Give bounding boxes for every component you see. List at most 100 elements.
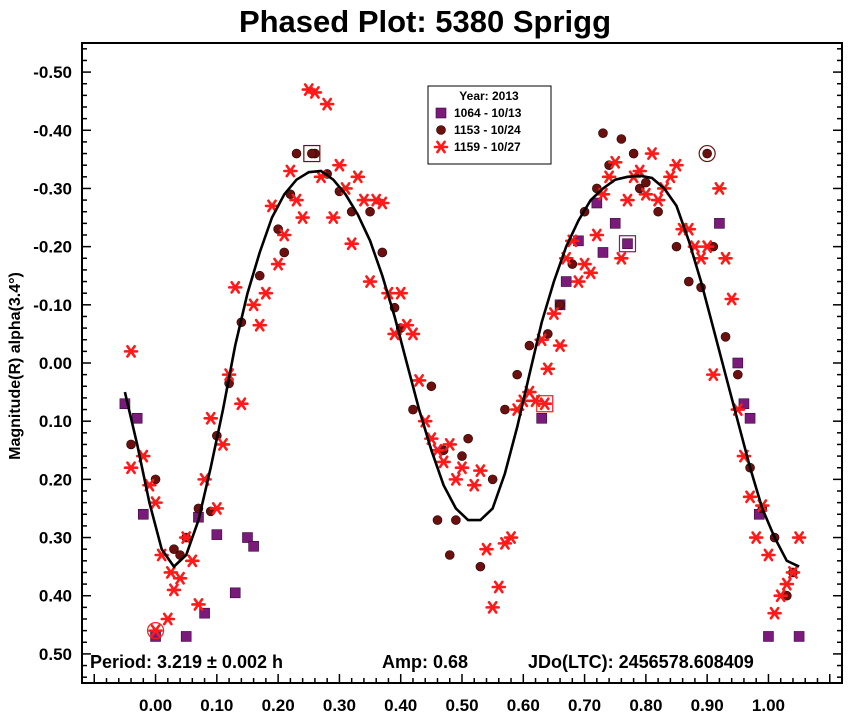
- legend-entry: 1064 - 10/13: [454, 106, 522, 120]
- data-point: [614, 251, 629, 265]
- data-point: [350, 170, 366, 184]
- data-point: [773, 589, 789, 603]
- x-tick-label: 0.10: [200, 696, 233, 715]
- x-tick-label: 0.30: [323, 696, 356, 715]
- data-point: [289, 193, 304, 207]
- data-point: [344, 237, 359, 251]
- data-point: [718, 251, 733, 265]
- data-point: [199, 607, 210, 619]
- data-point: [785, 566, 801, 579]
- data-point: [442, 438, 458, 451]
- data-point: [148, 624, 163, 638]
- data-point: [724, 292, 739, 306]
- data-point: [712, 182, 727, 195]
- data-point: [229, 587, 241, 599]
- legend-marker: [433, 140, 449, 154]
- amplitude-text: Amp: 0.68: [382, 652, 468, 672]
- series-square: [119, 197, 805, 642]
- y-tick-label: -0.40: [33, 121, 72, 140]
- data-point: [444, 550, 455, 560]
- data-point: [693, 251, 709, 265]
- data-point: [126, 439, 136, 450]
- data-point: [163, 566, 179, 579]
- data-point: [448, 472, 464, 486]
- y-tick-label: 0.50: [39, 645, 72, 664]
- data-point: [178, 531, 194, 544]
- data-point: [632, 164, 648, 178]
- data-point: [761, 548, 776, 562]
- data-point: [609, 218, 621, 229]
- data-point: [131, 412, 143, 424]
- data-point: [365, 206, 375, 217]
- data-point: [628, 148, 639, 159]
- series-asterisk: [123, 83, 807, 640]
- y-tick-label: 0.30: [39, 529, 72, 548]
- y-tick-label: -0.50: [33, 63, 72, 82]
- data-point: [583, 266, 599, 280]
- data-point: [432, 515, 443, 525]
- data-point: [779, 577, 795, 591]
- data-point: [307, 86, 323, 99]
- y-tick-label: -0.10: [33, 296, 72, 315]
- data-point: [264, 199, 280, 213]
- x-tick-label: 0.70: [568, 696, 601, 715]
- data-point: [479, 542, 494, 556]
- y-tick-label: -0.30: [33, 179, 72, 198]
- legend-box: [427, 85, 552, 165]
- y-tick-label: 0.40: [39, 587, 72, 606]
- data-point: [571, 275, 586, 288]
- x-tick-label: 0.80: [629, 696, 662, 715]
- data-point: [430, 443, 445, 457]
- data-point: [408, 404, 418, 415]
- x-tick-label: 0.90: [691, 696, 724, 715]
- data-point: [279, 247, 290, 258]
- data-point: [552, 339, 568, 352]
- data-point: [560, 276, 572, 287]
- data-point: [607, 155, 623, 169]
- data-point: [169, 544, 179, 554]
- x-tick-label: 0.20: [262, 696, 295, 715]
- data-point: [356, 193, 372, 207]
- data-point: [744, 412, 756, 424]
- data-point: [485, 600, 500, 614]
- highlight-circle: [146, 622, 165, 640]
- data-point: [454, 461, 470, 475]
- data-point: [524, 340, 535, 351]
- data-point: [767, 606, 782, 620]
- data-point: [537, 397, 553, 411]
- data-point: [622, 238, 633, 250]
- y-tick-label: -0.20: [33, 238, 72, 257]
- data-point: [653, 206, 663, 217]
- legend-marker: [435, 107, 447, 119]
- data-point: [270, 257, 286, 271]
- data-point: [172, 571, 188, 585]
- data-point: [185, 554, 200, 568]
- data-point: [705, 368, 721, 382]
- data-point: [215, 438, 231, 451]
- epoch-text: JDo(LTC): 2456578.608409: [528, 652, 754, 672]
- chart-title: Phased Plot: 5380 Sprigg: [239, 4, 611, 39]
- data-point: [463, 433, 473, 444]
- data-point: [536, 412, 547, 424]
- highlight-box: [303, 144, 321, 163]
- data-point: [503, 531, 519, 544]
- data-point: [252, 318, 268, 332]
- data-point: [466, 478, 482, 492]
- y-tick-label: 0.10: [39, 412, 72, 431]
- highlight-box: [536, 395, 554, 413]
- data-point: [763, 631, 774, 642]
- y-axis: -0.50 -0.40 -0.30 -0.20 -0.10 0.00 0.10 0.20 0.3…: [33, 48, 842, 678]
- data-point: [650, 193, 666, 207]
- x-tick-label: 0.50: [445, 696, 478, 715]
- data-point: [616, 134, 627, 144]
- data-point: [291, 148, 302, 159]
- data-point: [242, 532, 253, 543]
- y-axis-label: Magnitude(R) alpha(3.4°): [7, 272, 24, 460]
- data-point: [683, 276, 694, 287]
- data-point: [377, 247, 388, 258]
- data-point: [148, 496, 163, 510]
- highlight-box: [618, 235, 637, 253]
- data-point: [512, 369, 522, 380]
- data-point: [405, 327, 421, 341]
- data-point: [426, 381, 437, 392]
